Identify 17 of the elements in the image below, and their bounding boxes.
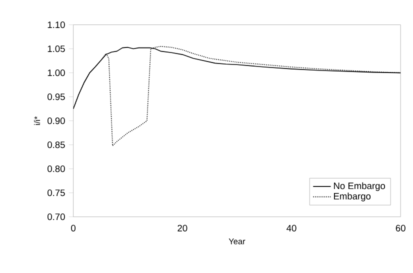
legend-label: No Embargo [334,182,385,192]
y-tick-label: 0.80 [48,166,65,172]
y-tick-label: 0.75 [48,190,65,196]
y-tick-label: 0.90 [48,118,65,124]
x-axis-title: Year [228,238,246,245]
y-tick-label: 1.00 [48,70,65,76]
y-axis-title: i/i* [34,116,40,126]
x-tick-label: 20 [178,225,188,232]
y-tick-label: 1.10 [48,22,65,28]
legend-label: Embargo [334,192,371,202]
x-tick-label: 40 [286,225,296,232]
y-tick-label: 0.70 [48,214,65,220]
y-tick-label: 0.85 [48,142,65,148]
y-tick-label: 1.05 [48,46,65,52]
y-tick-label: 0.95 [48,94,65,100]
x-tick-label: 0 [71,225,76,232]
x-tick-label: 60 [396,225,406,232]
